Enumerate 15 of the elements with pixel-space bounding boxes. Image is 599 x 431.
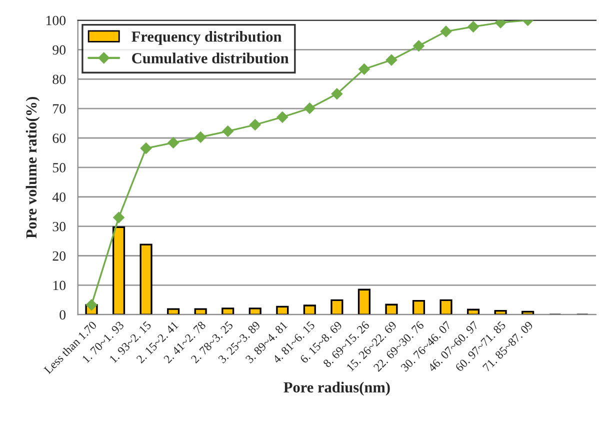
y-tick-label: 80: [52, 74, 66, 84]
y-tick-label: 60: [52, 134, 66, 143]
legend-label: Cumulative distribution: [132, 52, 289, 64]
y-tick-label: 50: [52, 163, 66, 172]
y-tick-label: 10: [53, 280, 66, 290]
y-tick-label: 0: [60, 310, 66, 320]
y-tick-label: 20: [52, 251, 66, 261]
legend-label: Frequency distribution: [132, 31, 282, 45]
y-axis-title: Pore volume ratio(%): [26, 96, 40, 238]
x-axis-title: Pore radius(nm): [284, 382, 390, 396]
y-tick-label: 40: [52, 192, 66, 202]
y-tick-label: 90: [52, 45, 66, 55]
y-tick-label: 70: [53, 104, 66, 114]
y-tick-label: 100: [46, 16, 66, 26]
y-tick-label: 30: [52, 222, 66, 232]
